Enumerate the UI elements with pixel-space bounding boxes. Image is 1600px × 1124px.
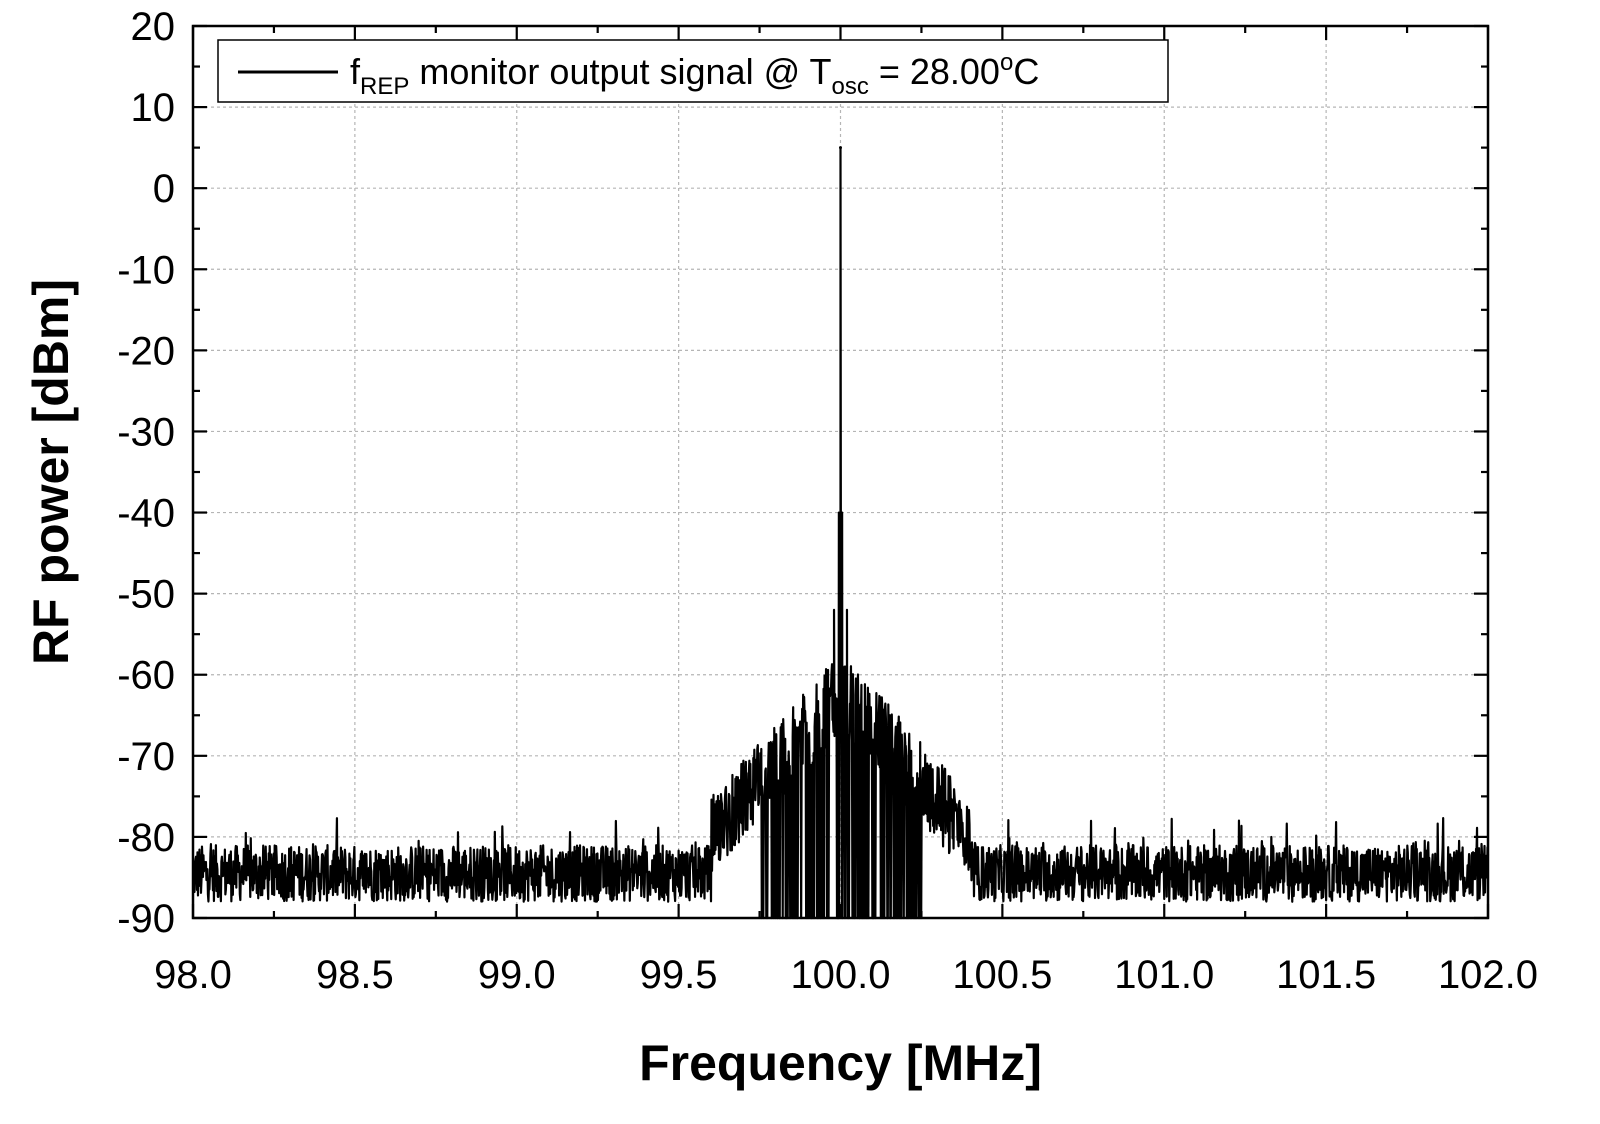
x-axis-label: Frequency [MHz] — [639, 1035, 1042, 1091]
y-tick-label: -60 — [117, 654, 175, 698]
y-tick-labels: 20 10 0 -10 -20 -30 -40 -50 -60 -70 -80 -90 — [117, 5, 175, 941]
legend-unit: C — [1013, 51, 1039, 92]
y-tick-label: -90 — [117, 897, 175, 941]
x-tick-label: 99.5 — [640, 953, 718, 997]
x-tick-label: 98.0 — [154, 953, 232, 997]
x-tick-label: 101.5 — [1276, 953, 1376, 997]
x-tick-label: 102.0 — [1438, 953, 1538, 997]
legend: fREP monitor output signal @ Tosc = 28.0… — [217, 39, 1169, 103]
axis-ticks — [191, 24, 1490, 920]
y-tick-label: -80 — [117, 816, 175, 860]
y-tick-label: 0 — [153, 167, 175, 211]
y-tick-label: -10 — [117, 248, 175, 292]
y-tick-label: -20 — [117, 329, 175, 373]
x-tick-label: 100.0 — [790, 953, 890, 997]
legend-mid: monitor output signal @ T — [409, 51, 831, 92]
legend-f-sub: REP — [360, 73, 409, 100]
x-tick-label: 101.0 — [1114, 953, 1214, 997]
y-tick-label: -50 — [117, 573, 175, 617]
x-tick-label: 99.0 — [478, 953, 556, 997]
y-tick-label: 10 — [131, 86, 176, 130]
series-rf-spectrum — [191, 146, 1490, 920]
legend-box — [217, 39, 1169, 103]
legend-deg: o — [1000, 49, 1013, 76]
y-tick-label: -70 — [117, 735, 175, 779]
spectrum-peak-point — [839, 146, 842, 150]
x-tick-label: 98.5 — [316, 953, 394, 997]
y-tick-label: -40 — [117, 492, 175, 536]
x-tick-labels: 98.0 98.5 99.0 99.5 100.0 100.5 101.0 101.5 102.… — [154, 953, 1538, 997]
y-tick-label: -30 — [117, 410, 175, 454]
legend-f: f — [350, 51, 361, 92]
legend-entry: fREP monitor output signal @ Tosc = 28.0… — [350, 49, 1039, 100]
y-tick-label: 20 — [131, 5, 176, 49]
y-axis-label: RF power [dBm] — [23, 279, 79, 665]
spectrum-line — [191, 146, 1490, 920]
legend-t-sub: osc — [831, 73, 868, 100]
legend-eq: = 28.00 — [869, 51, 1000, 92]
x-tick-label: 100.5 — [952, 953, 1052, 997]
